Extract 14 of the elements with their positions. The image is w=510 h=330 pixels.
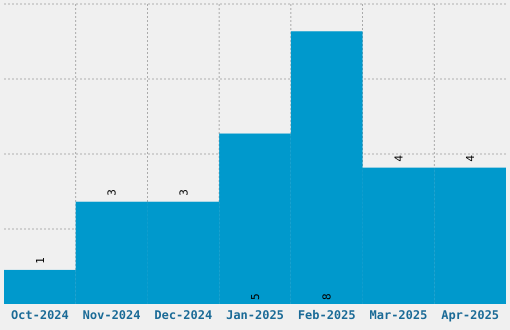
- data-label: 5: [249, 293, 262, 300]
- x-tick-label: Apr-2025: [441, 308, 500, 322]
- data-label: 8: [320, 293, 334, 300]
- data-label: 4: [464, 154, 478, 162]
- x-tick-label: Mar-2025: [370, 308, 428, 322]
- data-label: 4: [392, 154, 406, 162]
- x-tick-label: Feb-2025: [298, 308, 356, 322]
- data-label: 1: [34, 257, 47, 264]
- x-tick-label: Oct-2024: [10, 308, 69, 322]
- x-tick-label: Dec-2024: [154, 308, 212, 322]
- data-label: 3: [106, 189, 119, 196]
- data-label: 3: [177, 189, 190, 196]
- x-tick-label: Jan-2025: [226, 308, 284, 322]
- x-tick-label: Nov-2024: [82, 308, 140, 322]
